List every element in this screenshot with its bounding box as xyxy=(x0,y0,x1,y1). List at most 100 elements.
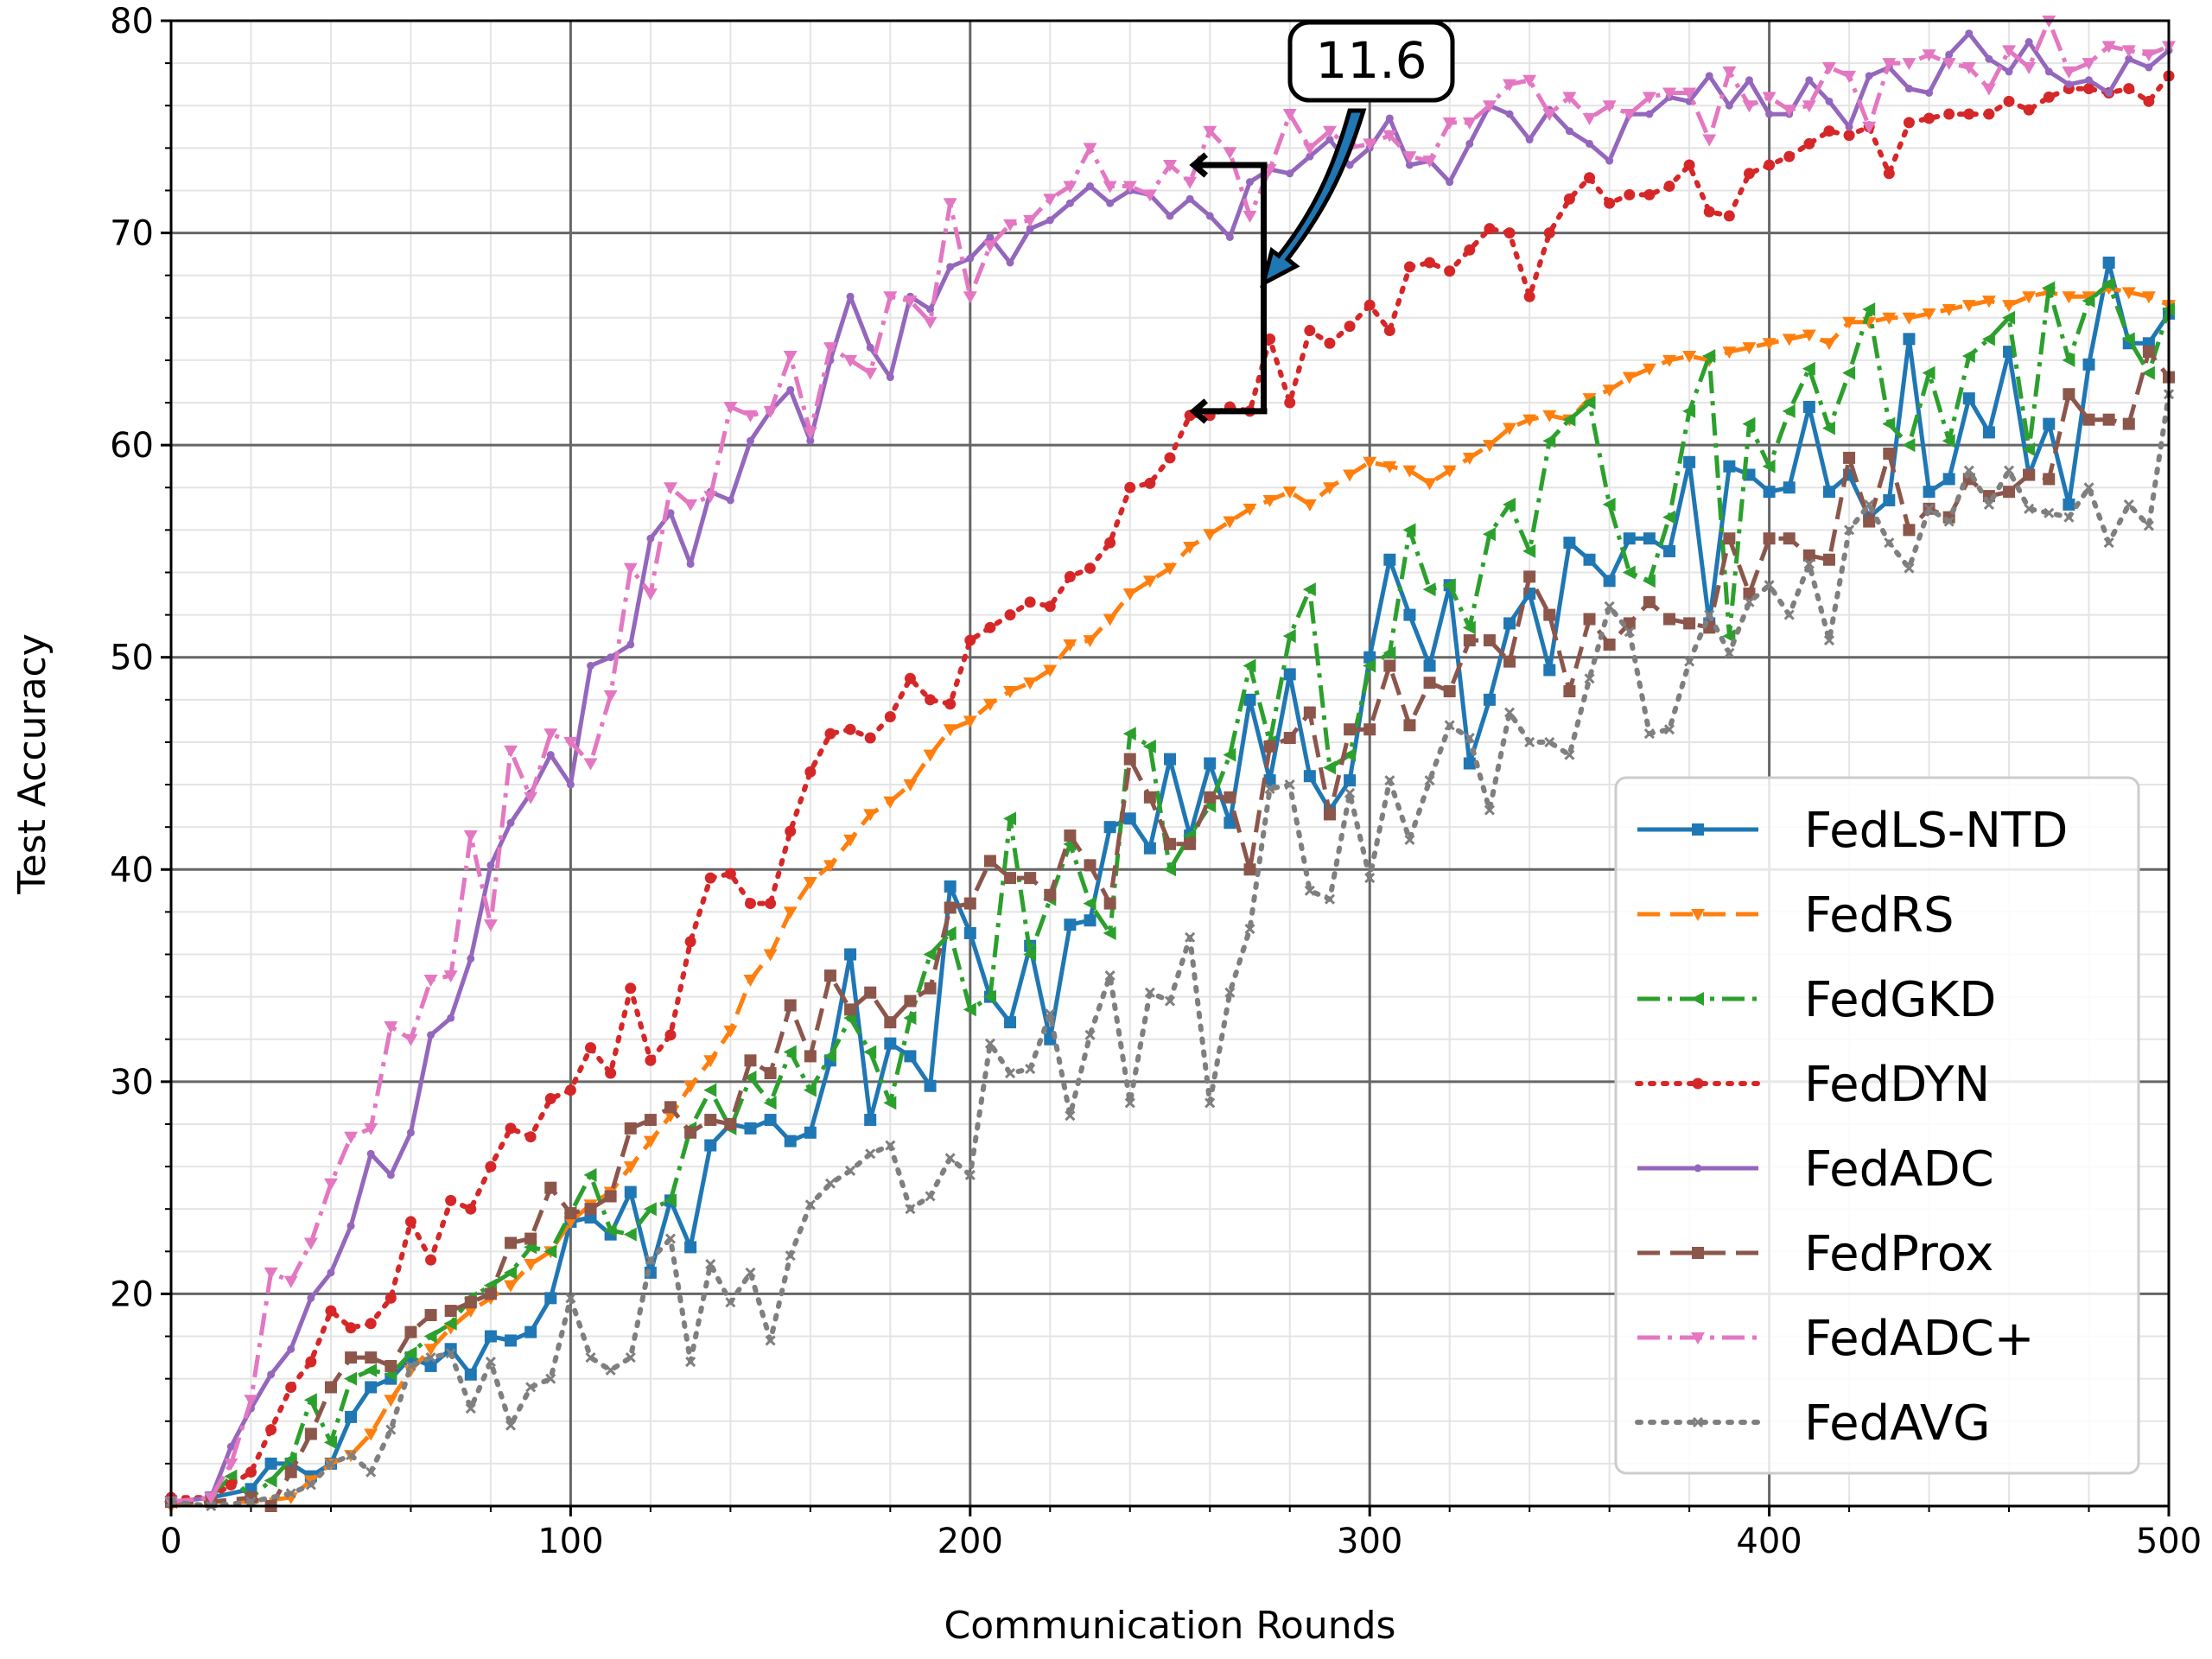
data-point-fedls-ntd xyxy=(1164,753,1176,766)
data-point-fedadc xyxy=(746,436,754,445)
data-point-fedadc xyxy=(1586,139,1594,148)
data-point-fedavg xyxy=(1923,503,1935,514)
data-point-fedprox xyxy=(1463,634,1476,647)
data-point-fedrs xyxy=(1382,461,1397,474)
data-point-fedadc xyxy=(1302,143,1317,156)
data-point-fedadc xyxy=(1043,194,1058,207)
data-point-fedadc xyxy=(1862,121,1877,134)
data-point-fedrs xyxy=(1302,499,1317,512)
data-point-fedavg xyxy=(1404,834,1415,845)
data-point-fedrs xyxy=(1243,503,1257,516)
data-point-feddyn xyxy=(765,898,777,910)
data-point-fedadc xyxy=(486,861,495,869)
data-point-fedadc xyxy=(2085,76,2094,85)
data-point-fedprox xyxy=(1863,515,1876,528)
data-point-fedgkd xyxy=(1282,629,1296,644)
series-line-fedgkd xyxy=(170,282,2171,1504)
data-point-fedadc xyxy=(364,1122,378,1135)
data-point-fedrs xyxy=(1262,494,1277,507)
data-point-fedls-ntd xyxy=(2063,498,2075,511)
data-point-fedrs xyxy=(1802,329,1816,342)
data-point-feddyn xyxy=(1444,265,1456,277)
data-point-fedprox xyxy=(1543,608,1556,621)
data-point-fedgkd xyxy=(1961,349,1975,364)
data-point-fedrs xyxy=(1762,338,1777,351)
data-point-fedadc xyxy=(1902,58,1916,71)
data-point-fedadc xyxy=(1742,100,1757,113)
data-point-fedprox xyxy=(1603,638,1616,651)
data-point-fedgkd xyxy=(2141,365,2155,380)
data-point-fedadc xyxy=(1185,194,1194,203)
data-point-fedls-ntd xyxy=(884,1037,897,1050)
data-point-fedprox xyxy=(764,1067,777,1080)
data-point-feddyn xyxy=(1324,337,1336,349)
series-line-feddyn xyxy=(168,73,2171,1501)
data-point-fedrs xyxy=(1503,423,1517,435)
data-point-fedavg xyxy=(1384,775,1395,786)
data-point-feddyn xyxy=(564,1084,576,1096)
data-point-fedrs xyxy=(1882,312,1897,325)
data-point-fedadc xyxy=(587,662,595,671)
data-point-fedavg xyxy=(525,1382,537,1393)
data-point-fedavg xyxy=(1344,787,1356,798)
data-point-fedadc xyxy=(1762,92,1777,105)
data-point-fedavg xyxy=(405,1360,416,1371)
data-point-fedavg xyxy=(585,1352,596,1363)
data-point-fedadc xyxy=(643,588,658,601)
data-point-fedavg xyxy=(485,1356,496,1368)
data-point-fedrs xyxy=(1142,575,1157,588)
data-point-fedgkd xyxy=(404,1346,417,1361)
data-point-fedgkd xyxy=(1562,412,1576,427)
data-point-fedgkd xyxy=(643,1202,657,1217)
data-point-feddyn xyxy=(664,1029,677,1041)
data-point-fedavg xyxy=(885,1140,896,1151)
data-point-fedavg xyxy=(1604,601,1615,612)
data-point-fedgkd xyxy=(1023,947,1037,962)
data-point-fedprox xyxy=(1663,613,1675,626)
data-point-fedprox xyxy=(385,1359,397,1372)
data-point-fedadc xyxy=(1662,87,1676,100)
data-point-fedadc xyxy=(2002,45,2017,58)
data-point-fedadc xyxy=(1482,100,1497,113)
data-point-fedrs xyxy=(1163,563,1177,575)
data-point-feddyn xyxy=(1383,325,1395,337)
data-point-fedavg xyxy=(1823,635,1835,646)
data-point-fedprox xyxy=(1723,532,1736,545)
data-point-fedadc xyxy=(463,830,478,842)
data-point-fedrs xyxy=(763,949,778,962)
legend-item-fedgkd: FedGKD xyxy=(1637,972,1996,1028)
data-point-fedadc xyxy=(563,736,578,749)
data-point-fedadc xyxy=(1503,79,1517,92)
data-point-fedls-ntd xyxy=(1123,812,1136,825)
data-point-fedgkd xyxy=(1363,658,1376,673)
data-point-fedrs xyxy=(683,1080,698,1093)
data-point-fedls-ntd xyxy=(2082,358,2095,371)
data-point-fedls-ntd xyxy=(1723,460,1736,473)
data-point-fedprox xyxy=(1423,677,1436,690)
data-point-fedgkd xyxy=(264,1473,277,1488)
data-point-fedls-ntd xyxy=(1483,693,1496,706)
data-point-fedprox xyxy=(304,1427,317,1440)
data-point-fedadc xyxy=(2082,58,2096,71)
data-point-fedprox xyxy=(1323,808,1336,821)
data-point-fedavg xyxy=(2083,482,2094,493)
data-point-feddyn xyxy=(1264,333,1276,345)
data-point-fedprox xyxy=(804,1050,817,1063)
data-point-fedadc xyxy=(1525,136,1534,144)
data-point-fedprox xyxy=(1204,791,1217,804)
data-point-fedrs xyxy=(1183,542,1198,555)
data-point-fedprox xyxy=(584,1203,597,1216)
data-point-fedls-ntd xyxy=(944,880,957,893)
data-point-fedadc xyxy=(1865,72,1873,80)
legend-marker-fedprox xyxy=(1692,1247,1704,1259)
data-point-fedadc xyxy=(1522,74,1537,87)
data-point-fedadc xyxy=(1922,49,1936,62)
data-point-feddyn xyxy=(1803,137,1815,149)
data-point-fedadc xyxy=(1106,199,1115,207)
data-point-fedls-ntd xyxy=(1463,757,1476,770)
data-point-feddyn xyxy=(1783,150,1796,162)
data-point-feddyn xyxy=(365,1318,377,1330)
data-point-fedadc xyxy=(1505,110,1514,118)
data-point-fedrs xyxy=(1642,363,1656,376)
data-point-fedavg xyxy=(365,1466,377,1478)
